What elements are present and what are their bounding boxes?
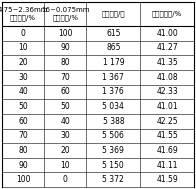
Text: 42.25: 42.25 (156, 117, 178, 126)
Text: 10: 10 (61, 161, 70, 170)
Text: 70: 70 (61, 73, 70, 82)
Text: 1 179: 1 179 (103, 58, 124, 67)
Text: 41.59: 41.59 (156, 175, 178, 184)
Text: 0: 0 (21, 29, 25, 38)
Text: 1 367: 1 367 (103, 73, 124, 82)
Text: 40: 40 (18, 87, 28, 96)
Text: 16~0.075mm
颗粒比例/%: 16~0.075mm 颗粒比例/% (41, 7, 90, 21)
Text: 41.11: 41.11 (156, 161, 178, 170)
Text: 5 388: 5 388 (103, 117, 124, 126)
Text: 865: 865 (106, 43, 121, 52)
Text: 41.35: 41.35 (156, 58, 178, 67)
Text: 20: 20 (18, 58, 28, 67)
Text: 30: 30 (18, 73, 28, 82)
Text: 90: 90 (18, 161, 28, 170)
Text: 40: 40 (61, 117, 70, 126)
Text: 5 150: 5 150 (103, 161, 124, 170)
Text: 反率利用率/%: 反率利用率/% (152, 11, 182, 17)
Text: 100: 100 (16, 175, 30, 184)
Text: 100: 100 (58, 29, 73, 38)
Text: 70: 70 (18, 131, 28, 140)
Text: 41.01: 41.01 (156, 102, 178, 111)
Text: 5 372: 5 372 (103, 175, 124, 184)
Text: 90: 90 (61, 43, 70, 52)
Text: 30: 30 (61, 131, 70, 140)
Text: 41.27: 41.27 (156, 43, 178, 52)
Text: 80: 80 (18, 146, 28, 155)
Text: 60: 60 (61, 87, 70, 96)
Text: 50: 50 (61, 102, 70, 111)
Text: 80: 80 (61, 58, 70, 67)
Text: 41.55: 41.55 (156, 131, 178, 140)
Text: 5 506: 5 506 (103, 131, 124, 140)
Text: 5 034: 5 034 (103, 102, 124, 111)
Text: 1 376: 1 376 (103, 87, 124, 96)
Text: 60: 60 (18, 117, 28, 126)
Text: 20: 20 (61, 146, 70, 155)
Text: 碎率个数/个: 碎率个数/个 (102, 11, 125, 17)
Text: 615: 615 (106, 29, 121, 38)
Text: 50: 50 (18, 102, 28, 111)
Text: 5 369: 5 369 (103, 146, 124, 155)
Text: 41.69: 41.69 (156, 146, 178, 155)
Text: 41.08: 41.08 (156, 73, 178, 82)
Text: 10: 10 (18, 43, 28, 52)
Text: 0: 0 (63, 175, 68, 184)
Text: 4.75~2.36mm
颗粒比例/%: 4.75~2.36mm 颗粒比例/% (0, 7, 48, 21)
Text: 42.33: 42.33 (156, 87, 178, 96)
Text: 41.00: 41.00 (156, 29, 178, 38)
